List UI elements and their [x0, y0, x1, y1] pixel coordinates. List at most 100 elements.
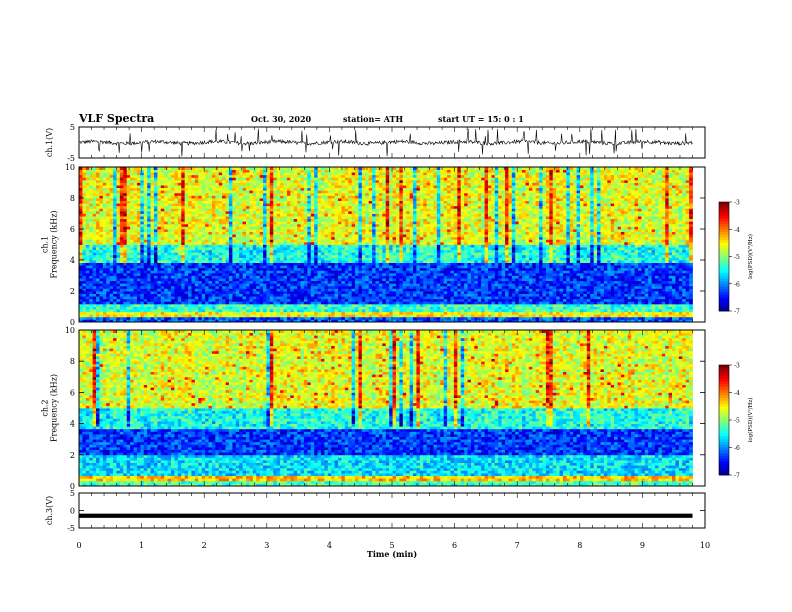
- ch1-spectrogram-cell: [184, 262, 189, 266]
- ch1-spectrogram-cell: [276, 291, 281, 294]
- ch1-spectrogram-cell: [320, 311, 325, 315]
- ch1-spectrogram-cell: [174, 267, 179, 271]
- ch1-spectrogram-cell: [573, 301, 577, 305]
- ch1-spectrogram-cell: [358, 301, 363, 305]
- ch1-spectrogram-cell: [614, 252, 618, 256]
- ch1-spectrogram-cell: [484, 293, 489, 297]
- ch1-spectrogram-cell: [644, 285, 649, 289]
- ch1-spectrogram-cell: [239, 262, 243, 266]
- ch1-spectrogram-cell: [174, 260, 179, 263]
- ch1-spectrogram-cell: [651, 262, 656, 266]
- ch1-spectrogram-cell: [130, 265, 134, 269]
- ch1-spectrogram-cell: [617, 319, 622, 323]
- ch1-spectrogram-cell: [665, 262, 670, 266]
- ch1-spectrogram-cell: [208, 311, 213, 315]
- ch1-spectrogram-cell: [372, 265, 376, 269]
- ch1-spectrogram-cell: [164, 257, 169, 261]
- ch1-spectrogram-cell: [600, 283, 605, 287]
- ch1-spectrogram-cell: [119, 288, 124, 292]
- ch1-spectrogram-cell: [198, 285, 203, 289]
- ch1-spectrogram-cell: [620, 265, 625, 269]
- ch1-spectrogram-cell: [487, 275, 492, 279]
- ch1-spectrogram-cell: [651, 283, 656, 287]
- ch1-spectrogram-cell: [525, 301, 530, 305]
- ch1-spectrogram-cell: [211, 293, 216, 297]
- ch1-spectrogram-cell: [140, 285, 145, 289]
- ch1-spectrogram-cell: [106, 265, 111, 269]
- ch1-spectrogram-cell: [399, 262, 404, 266]
- ch1-spectrogram-cell: [252, 288, 257, 292]
- ch1-spectrogram-cell: [341, 275, 346, 279]
- ch1-spectrogram-cell: [525, 283, 530, 287]
- ch1-spectrogram-cell: [580, 303, 584, 307]
- ch1-spectrogram-cell: [617, 267, 622, 271]
- ch1-spectrogram-cell: [409, 293, 414, 297]
- ch1-spectrogram-cell: [515, 267, 520, 271]
- ch1-spectrogram-cell: [266, 278, 271, 282]
- ch1-spectrogram-cell: [150, 293, 155, 297]
- ch1-spectrogram-cell: [436, 260, 441, 263]
- ch1-spectrogram-cell: [143, 301, 148, 305]
- ch1-spectrogram-cell: [259, 283, 264, 287]
- ch1-spectrogram-cell: [102, 293, 107, 297]
- ch1-spectrogram-cell: [317, 254, 322, 258]
- ch1-spectrogram-cell: [477, 270, 482, 274]
- ch1-spectrogram-cell: [675, 296, 680, 300]
- ch1-spectrogram-cell: [413, 265, 417, 269]
- ch1-spectrogram-cell: [665, 291, 670, 294]
- ch1-spectrogram-cell: [460, 270, 465, 274]
- ch1-spectrogram-cell: [109, 262, 114, 266]
- ch1-spectrogram-cell: [627, 252, 632, 256]
- ch1-spectrogram-cell: [406, 260, 410, 263]
- ch1-spectrogram-cell: [413, 285, 417, 289]
- ch1-spectrogram-cell: [481, 280, 485, 284]
- ch1-spectrogram-cell: [256, 275, 261, 279]
- ch1-spectrogram-cell: [430, 265, 434, 269]
- ch1-spectrogram-cell: [225, 296, 230, 300]
- ch1-spectrogram-cell: [590, 275, 595, 279]
- ch1-spectrogram-cell: [269, 319, 274, 323]
- ch1-spectrogram-cell: [566, 265, 571, 269]
- ch1-spectrogram-cell: [310, 291, 315, 294]
- ch1-spectrogram-cell: [552, 275, 557, 279]
- ch1-spectrogram-cell: [481, 267, 485, 271]
- ch1-spectrogram-cell: [228, 278, 233, 282]
- ch1-spectrogram-cell: [470, 301, 475, 305]
- ch1-spectrogram-cell: [566, 314, 571, 318]
- ch1-spectrogram-cell: [682, 272, 687, 276]
- ch1-spectrogram-cell: [436, 311, 441, 315]
- ch1-spectrogram-cell: [348, 296, 353, 300]
- ch1-spectrogram-cell: [283, 278, 288, 282]
- ch1-spectrogram-cell: [402, 285, 407, 289]
- ch1-spectrogram-cell: [92, 319, 97, 323]
- ch1-spectrogram-cell: [348, 306, 353, 310]
- ch1-spectrogram-cell: [300, 301, 305, 305]
- ch1-spectrogram-cell: [320, 270, 325, 274]
- ch1-spectrogram-cell: [569, 309, 574, 313]
- ch1-spectrogram-cell: [140, 265, 145, 269]
- ch1-spectrogram-cell: [372, 306, 376, 310]
- ch1-spectrogram-cell: [259, 285, 264, 289]
- ch1-spectrogram-cell: [498, 291, 503, 294]
- ch1-spectrogram-cell: [654, 278, 659, 282]
- ch1-spectrogram-cell: [395, 319, 400, 323]
- ch1-spectrogram-cell: [559, 291, 564, 294]
- ch1-spectrogram-cell: [246, 291, 250, 294]
- ch1-spectrogram-cell: [290, 291, 295, 294]
- ch1-spectrogram-cell: [498, 309, 503, 313]
- ch1-spectrogram-cell: [368, 285, 373, 289]
- ch1-spectrogram-cell: [494, 260, 499, 263]
- ch1-spectrogram-cell: [222, 316, 226, 320]
- ch1-spectrogram-cell: [211, 288, 216, 292]
- ch1-spectrogram-cell: [535, 316, 540, 320]
- ch1-spectrogram-cell: [665, 260, 670, 263]
- ch1-spectrogram-cell: [508, 280, 513, 284]
- ch1-spectrogram-cell: [136, 262, 141, 266]
- ch1-spectrogram-cell: [586, 254, 591, 258]
- ch1-spectrogram-cell: [256, 298, 261, 302]
- ch1-spectrogram-cell: [140, 260, 145, 263]
- ch1-spectrogram-cell: [661, 262, 666, 266]
- ch1-spectrogram-cell: [327, 262, 332, 266]
- ch1-spectrogram-cell: [232, 314, 237, 318]
- ch1-spectrogram-cell: [545, 265, 550, 269]
